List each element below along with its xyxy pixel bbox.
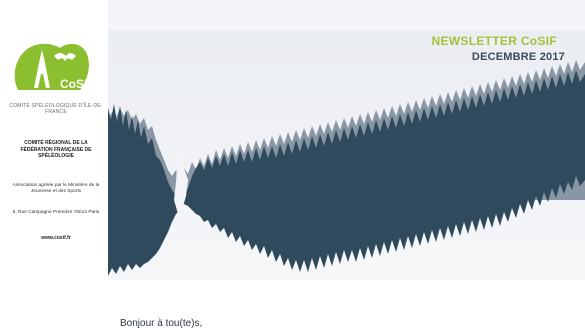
org-address: 5, Rue Campagne Première 75014 Paris xyxy=(12,210,100,215)
banner-top-strip xyxy=(108,0,585,30)
waveform-gap xyxy=(174,150,188,214)
logo-bat-icon xyxy=(54,53,76,62)
logo-caption: COMITÉ SPÉLÉOLOGIQUE D'ÎLE-DE-FRANCE xyxy=(9,103,103,115)
greeting-text: Bonjour à tou(te)s, xyxy=(120,318,203,329)
cave-waveform-graphic xyxy=(108,0,585,280)
cosif-logo: CoSIF xyxy=(14,43,92,91)
org-approval: Association agréée par le Ministère de l… xyxy=(12,183,100,194)
org-website-link[interactable]: www.cosif.fr xyxy=(41,235,71,241)
header-banner: NEWSLETTER CoSIF DECEMBRE 2017 xyxy=(108,0,585,280)
logo-eiffel-icon xyxy=(34,50,50,88)
newsletter-title: NEWSLETTER CoSIF xyxy=(431,34,557,48)
newsletter-date: DECEMBRE 2017 xyxy=(471,51,565,63)
waveform-front-layer xyxy=(108,70,585,276)
org-name: COMITÉ RÉGIONAL DE LA FÉDÉRATION FRANÇAI… xyxy=(20,140,92,159)
logo-text: CoSIF xyxy=(60,77,92,91)
sidebar: CoSIF COMITÉ SPÉLÉOLOGIQUE D'ÎLE-DE-FRAN… xyxy=(0,0,118,335)
